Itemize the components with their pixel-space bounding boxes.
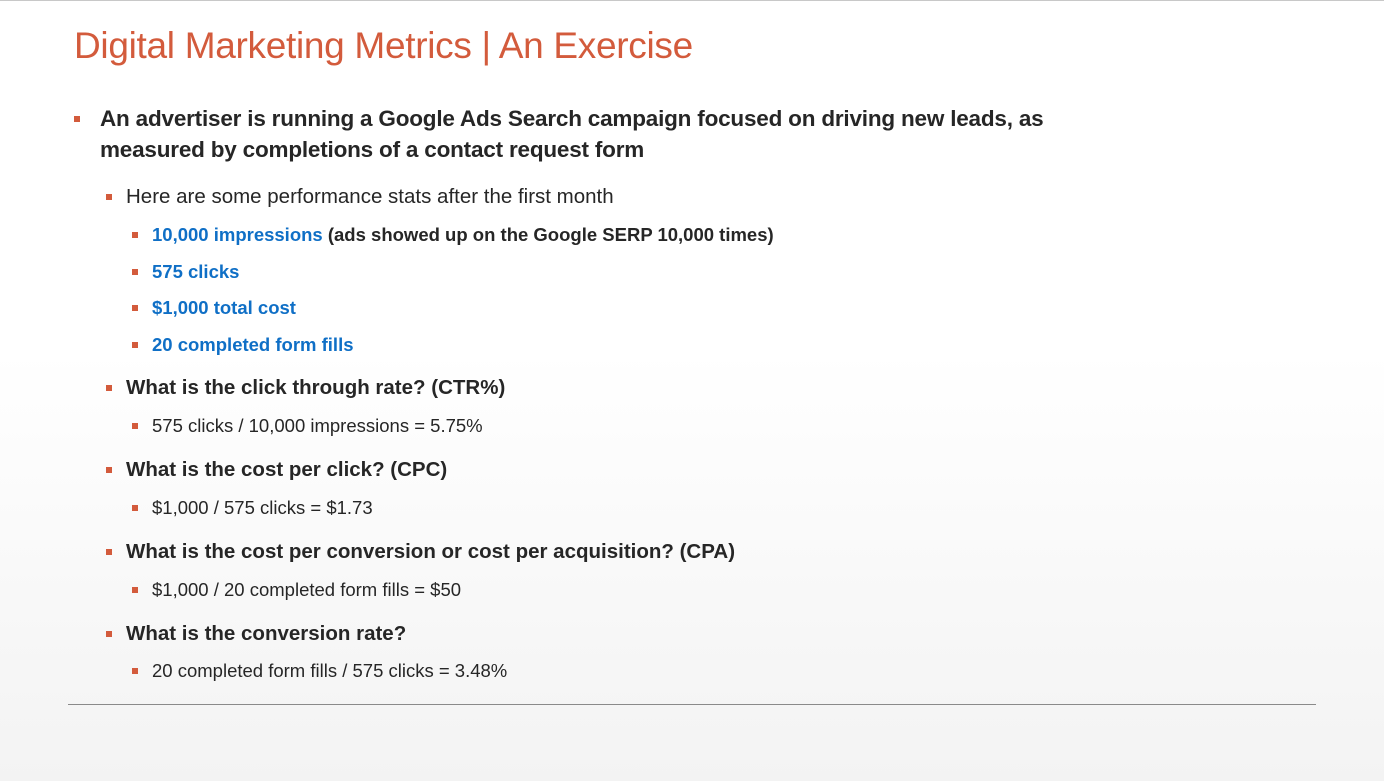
bullet-icon — [106, 385, 112, 391]
bullet-icon — [132, 668, 138, 674]
question-conversion-rate: What is the conversion rate? — [126, 622, 407, 645]
stats-heading: Here are some performance stats after th… — [126, 185, 614, 208]
stat-form-fills: 20 completed form fills — [152, 334, 354, 355]
answer-cpc: $1,000 / 575 clicks = $1.73 — [152, 497, 373, 518]
answer-cpa: $1,000 / 20 completed form fills = $50 — [152, 579, 462, 600]
stat-highlight: 10,000 impressions — [152, 224, 323, 245]
stat-clicks: 575 clicks — [152, 261, 240, 282]
intro-line-1: An advertiser is running a Google Ads Se… — [100, 106, 1044, 131]
bullet-icon — [106, 194, 112, 200]
bullet-icon — [106, 631, 112, 637]
bullet-icon — [132, 305, 138, 311]
question-ctr: What is the click through rate? (CTR%) — [126, 376, 506, 399]
answer-ctr: 575 clicks / 10,000 impressions = 5.75% — [152, 415, 483, 436]
bullet-icon — [132, 587, 138, 593]
bullet-icon — [132, 232, 138, 238]
question-cpc: What is the cost per click? (CPC) — [126, 458, 448, 481]
bullet-icon — [132, 505, 138, 511]
stat-impressions: 10,000 impressions (ads showed up on the… — [152, 224, 774, 246]
question-cpa: What is the cost per conversion or cost … — [126, 540, 736, 563]
stat-note: (ads showed up on the Google SERP 10,000… — [322, 224, 774, 245]
bullet-icon — [132, 269, 138, 275]
intro-line-2: measured by completions of a contact req… — [100, 137, 645, 162]
bullet-icon — [132, 342, 138, 348]
answer-conversion-rate: 20 completed form fills / 575 clicks = 3… — [152, 660, 508, 681]
bullet-icon — [132, 423, 138, 429]
stat-cost: $1,000 total cost — [152, 297, 296, 318]
footer-divider — [68, 704, 1316, 705]
slide-title: Digital Marketing Metrics | An Exercise — [74, 25, 693, 66]
bullet-icon — [106, 467, 112, 473]
bullet-icon — [74, 116, 80, 122]
bullet-icon — [106, 549, 112, 555]
